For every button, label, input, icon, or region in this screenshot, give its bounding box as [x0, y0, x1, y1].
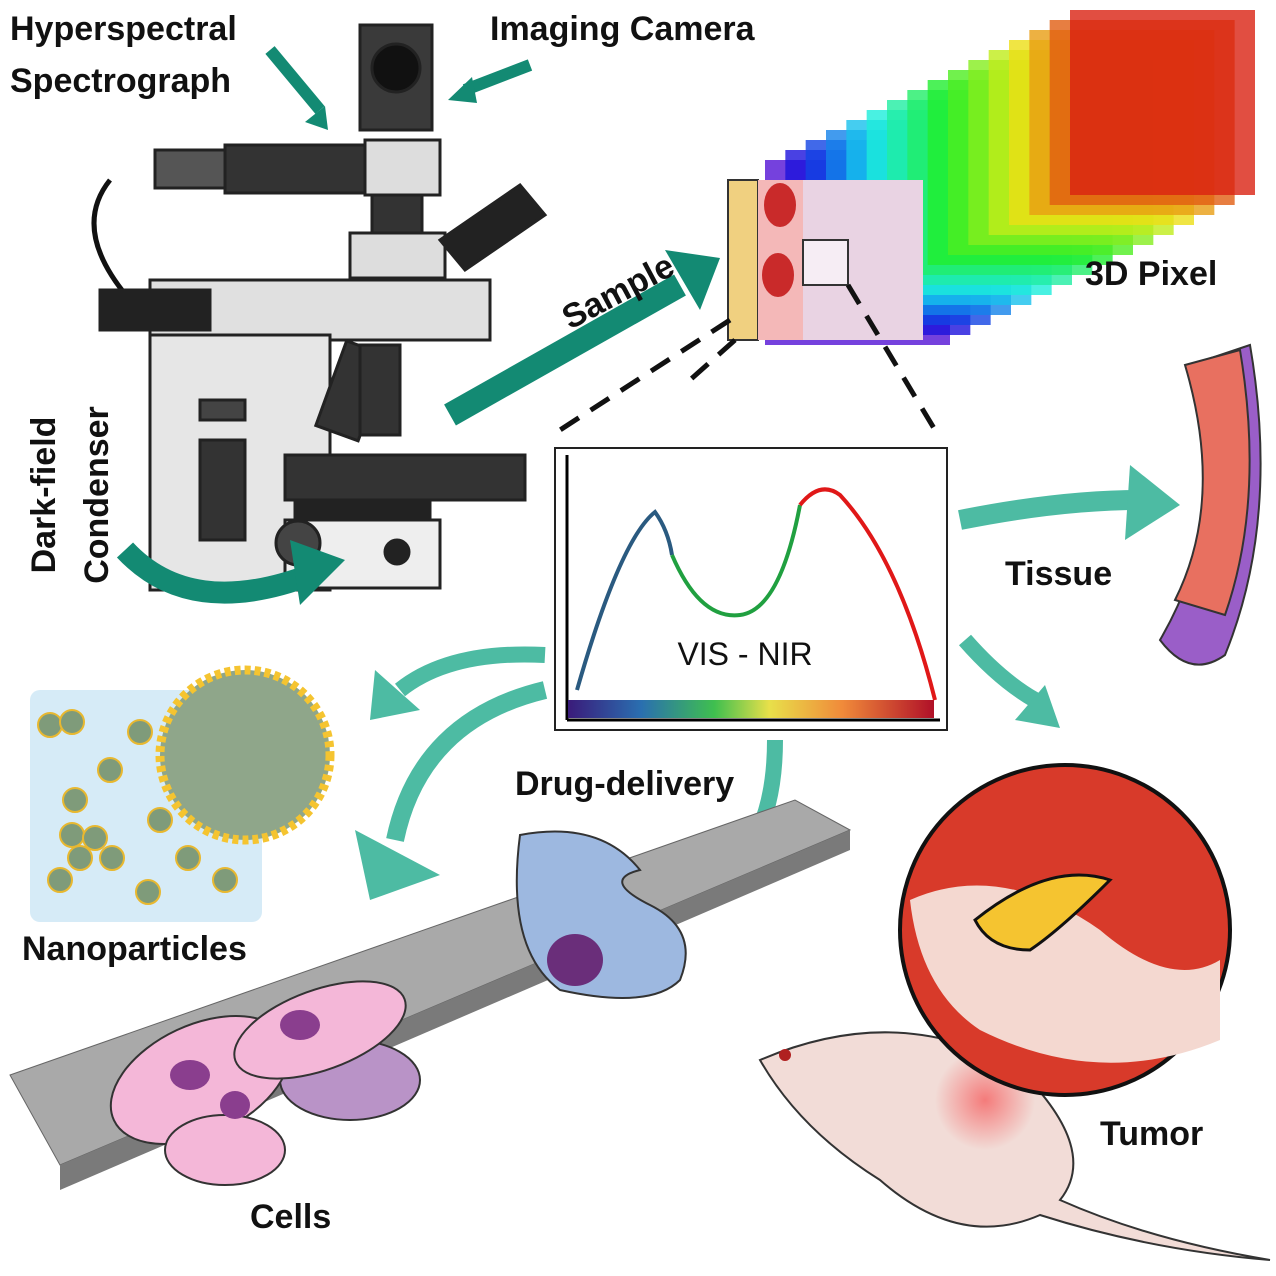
nanoparticle	[97, 757, 123, 783]
nanoparticle	[99, 845, 125, 871]
tumor-label: Tumor	[1100, 1115, 1203, 1153]
nanoparticle	[175, 845, 201, 871]
slide-cells	[9, 799, 852, 1190]
nanoparticle	[59, 709, 85, 735]
condenser-label: Condenser	[78, 406, 116, 584]
nanoparticle	[62, 787, 88, 813]
nanoparticle	[67, 845, 93, 871]
spectrum-plot: VIS - NIR	[554, 447, 948, 731]
tissue-vessel	[1158, 343, 1262, 666]
tumor-mouse	[758, 763, 1271, 1261]
camera-label: Imaging Camera	[490, 10, 756, 48]
nanoparticle	[37, 712, 63, 738]
nanoparticle	[47, 867, 73, 893]
tissue-label: Tissue	[1005, 555, 1112, 593]
nanoparticles	[30, 665, 335, 922]
nanoparticle	[147, 807, 173, 833]
nanoparticles-label: Nanoparticles	[22, 930, 247, 968]
nanoparticle	[82, 825, 108, 851]
cells-label: Cells	[250, 1198, 331, 1236]
nanoparticle	[59, 822, 85, 848]
spectral-layer	[1070, 10, 1255, 195]
condenser-label: Dark-field	[25, 417, 63, 574]
sample-tissue	[558, 179, 938, 433]
pixel-label: 3D Pixel	[1085, 255, 1217, 293]
labels: Hyperspectral Spectrograph Imaging Camer…	[10, 10, 1217, 1236]
spectrograph-label: Spectrograph	[10, 62, 231, 100]
nanoparticle	[127, 719, 153, 745]
spectrograph-label: Hyperspectral	[10, 10, 237, 48]
spectrum-label: VIS - NIR	[677, 636, 812, 672]
microscope	[91, 23, 548, 592]
nanoparticle	[135, 879, 161, 905]
drug-delivery-label: Drug-delivery	[515, 765, 734, 803]
nanoparticle	[212, 867, 238, 893]
